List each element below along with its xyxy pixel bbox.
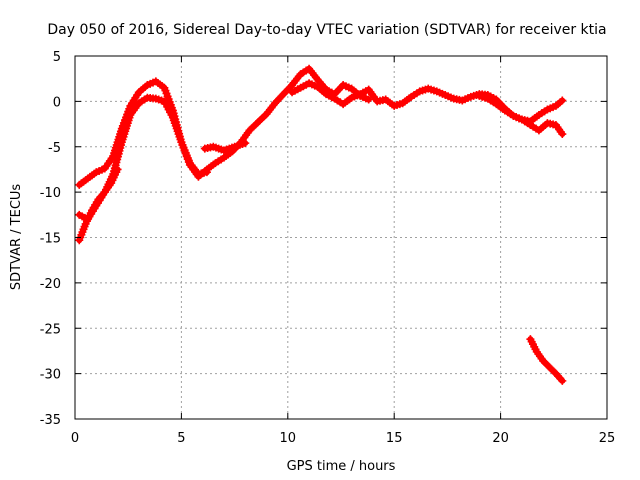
y-tick-label: -35: [40, 413, 61, 428]
series-gap-fill: [200, 139, 250, 155]
axis-ticks: 0 5 10 15 20 25 5 0 -5 -10 -15 -20 -25 -30 -35: [40, 50, 616, 446]
y-tick-label: -20: [40, 277, 61, 292]
data-point: [364, 95, 373, 104]
chart-title: Day 050 of 2016, Sidereal Day-to-day VTE…: [47, 22, 606, 38]
y-tick-label: -5: [48, 141, 61, 156]
data-point: [558, 376, 567, 385]
y-axis-label: SDTVAR / TECUs: [9, 184, 24, 291]
data-point: [241, 139, 250, 148]
y-tick-label: 5: [53, 50, 61, 65]
x-tick-label: 5: [177, 431, 185, 446]
series-track-lowest: [75, 165, 122, 245]
data-layer: [75, 64, 567, 385]
data-point: [113, 165, 122, 174]
x-tick-label: 25: [599, 431, 616, 446]
series-track-late-lower: [475, 91, 567, 139]
data-point: [558, 130, 567, 139]
y-tick-label: -30: [40, 368, 61, 383]
x-tick-label: 0: [71, 431, 79, 446]
y-tick-label: 0: [53, 95, 61, 110]
x-axis-label: GPS time / hours: [287, 459, 396, 474]
series-late-dropout: [526, 335, 567, 385]
x-tick-label: 10: [280, 431, 297, 446]
y-tick-label: -10: [40, 186, 61, 201]
x-tick-label: 20: [492, 431, 509, 446]
x-tick-label: 15: [386, 431, 403, 446]
y-tick-label: -25: [40, 322, 61, 337]
data-point: [558, 96, 567, 105]
data-point: [202, 168, 211, 177]
grid: [75, 56, 607, 419]
y-tick-label: -15: [40, 232, 61, 247]
